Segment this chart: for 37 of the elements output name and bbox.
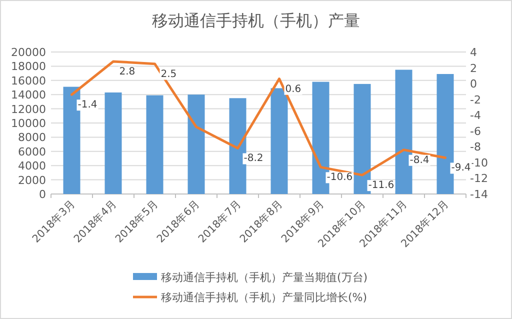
y-tick-label: 14000 bbox=[11, 88, 46, 102]
y2-tick-label: -6 bbox=[470, 124, 481, 138]
y-tick-label: 20000 bbox=[11, 46, 46, 59]
y-tick-label: 8000 bbox=[18, 131, 46, 144]
chart-title: 移动通信手持机（手机）产量 bbox=[152, 11, 360, 30]
y2-tick-label: 4 bbox=[470, 46, 477, 59]
y-tick-label: 12000 bbox=[11, 102, 46, 116]
bar bbox=[270, 88, 288, 194]
y2-tick-label: -2 bbox=[470, 93, 481, 106]
data-label: 2.5 bbox=[160, 68, 177, 80]
y-tick-label: 2000 bbox=[18, 174, 46, 187]
data-label: -10.6 bbox=[326, 172, 353, 184]
bar bbox=[104, 92, 122, 194]
y-tick-label: 18000 bbox=[11, 60, 46, 74]
y2-tick-label: -10 bbox=[470, 156, 488, 170]
data-label: -1.4 bbox=[78, 100, 98, 111]
y2-tick-label: -4 bbox=[470, 109, 481, 122]
y2-tick-label: -14 bbox=[470, 188, 488, 201]
legend-label: 移动通信手持机（手机）产量当期值(万台) bbox=[161, 271, 368, 284]
bar bbox=[146, 95, 164, 194]
data-label: -8.4 bbox=[410, 154, 430, 166]
y-tick-label: 6000 bbox=[18, 145, 46, 158]
y2-tick-label: -8 bbox=[470, 140, 481, 154]
data-label: -9.4 bbox=[451, 162, 471, 174]
y2-tick-label: 2 bbox=[470, 62, 477, 75]
data-label: 2.8 bbox=[119, 66, 136, 78]
legend-label: 移动通信手持机（手机）产量同比增长(%) bbox=[161, 291, 368, 304]
bar bbox=[188, 94, 205, 194]
y-tick-label: 4000 bbox=[18, 160, 46, 173]
y-tick-label: 10000 bbox=[11, 117, 46, 130]
data-label: -11.6 bbox=[368, 180, 394, 192]
y-tick-label: 16000 bbox=[11, 74, 46, 88]
y-tick-label: 0 bbox=[39, 188, 46, 201]
data-label: 0.6 bbox=[285, 84, 302, 95]
data-label: -8.2 bbox=[244, 153, 264, 164]
y2-tick-label: -12 bbox=[470, 172, 488, 186]
y2-tick-label: 0 bbox=[470, 78, 477, 91]
